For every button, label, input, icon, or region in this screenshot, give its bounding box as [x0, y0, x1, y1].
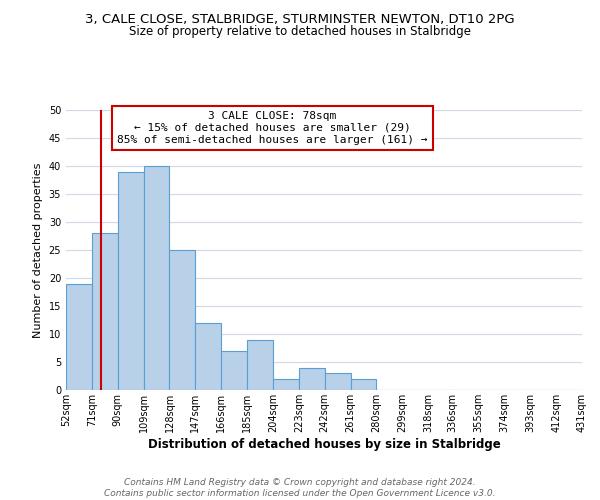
Bar: [299, 368, 325, 390]
Text: Size of property relative to detached houses in Stalbridge: Size of property relative to detached ho…: [129, 25, 471, 38]
Bar: [169, 250, 196, 390]
Bar: [325, 373, 350, 390]
Bar: [143, 166, 169, 390]
Bar: [273, 379, 299, 390]
Text: 3 CALE CLOSE: 78sqm
← 15% of detached houses are smaller (29)
85% of semi-detach: 3 CALE CLOSE: 78sqm ← 15% of detached ho…: [117, 112, 428, 144]
Text: Contains HM Land Registry data © Crown copyright and database right 2024.
Contai: Contains HM Land Registry data © Crown c…: [104, 478, 496, 498]
Bar: [196, 323, 221, 390]
Y-axis label: Number of detached properties: Number of detached properties: [33, 162, 43, 338]
Bar: [92, 233, 118, 390]
Bar: [247, 340, 273, 390]
Text: 3, CALE CLOSE, STALBRIDGE, STURMINSTER NEWTON, DT10 2PG: 3, CALE CLOSE, STALBRIDGE, STURMINSTER N…: [85, 12, 515, 26]
Bar: [350, 379, 376, 390]
Bar: [66, 284, 92, 390]
Bar: [118, 172, 143, 390]
Bar: [221, 351, 247, 390]
X-axis label: Distribution of detached houses by size in Stalbridge: Distribution of detached houses by size …: [148, 438, 500, 450]
